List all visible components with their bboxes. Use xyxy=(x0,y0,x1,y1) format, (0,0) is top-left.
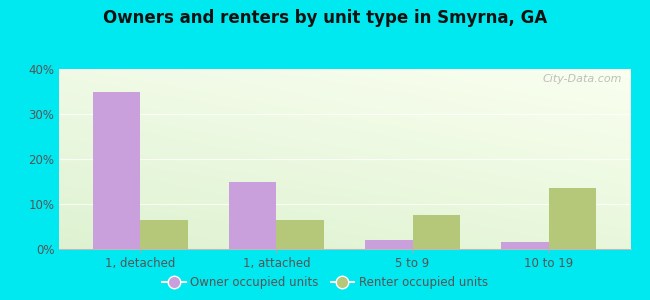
Bar xyxy=(92,92,140,249)
Bar xyxy=(413,215,460,249)
Bar xyxy=(276,220,324,249)
Bar xyxy=(501,242,549,249)
Bar xyxy=(365,240,413,249)
Bar xyxy=(549,188,597,249)
Bar xyxy=(140,220,188,249)
Text: Owners and renters by unit type in Smyrna, GA: Owners and renters by unit type in Smyrn… xyxy=(103,9,547,27)
Legend: Owner occupied units, Renter occupied units: Owner occupied units, Renter occupied un… xyxy=(157,272,493,294)
Text: City-Data.com: City-Data.com xyxy=(542,74,622,84)
Bar xyxy=(229,182,276,249)
